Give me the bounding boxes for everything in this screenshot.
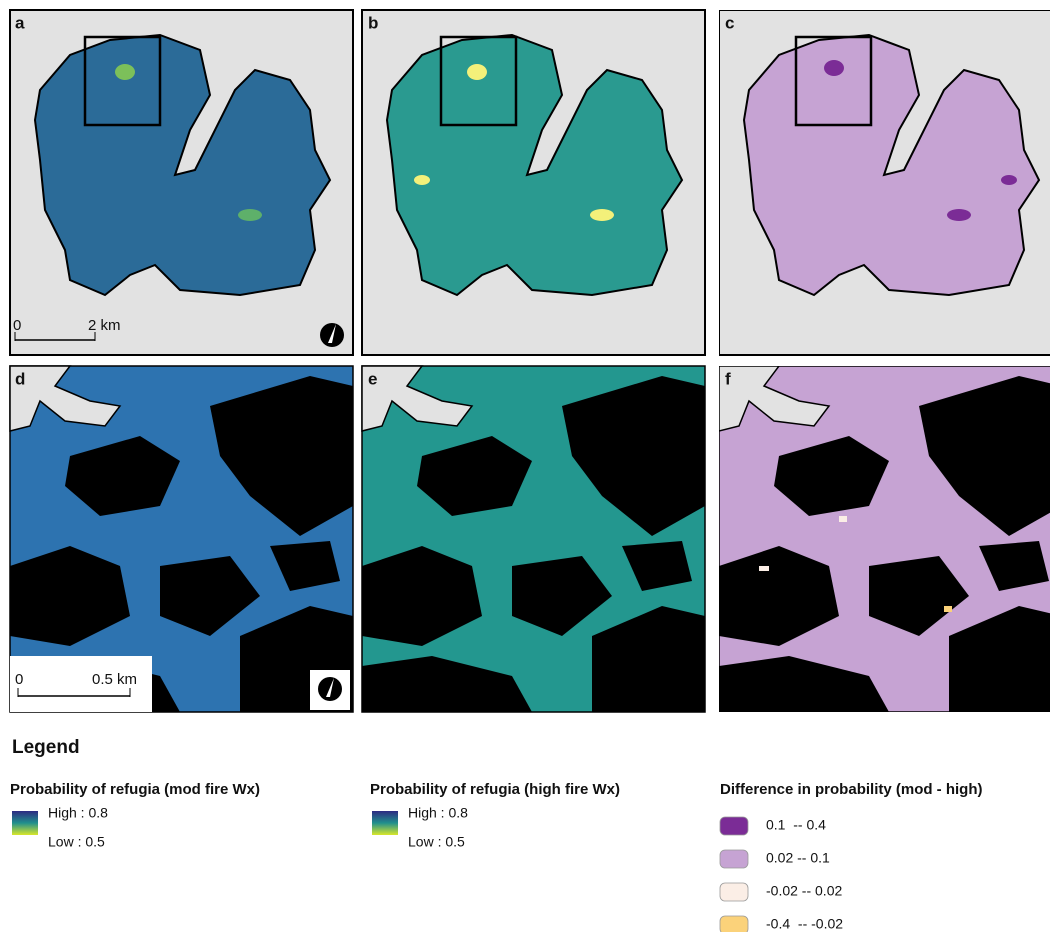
scale-label: 2 km (88, 317, 121, 334)
color-ramp (12, 811, 38, 835)
class-swatch (719, 915, 749, 935)
ramp-low: Low : 0.5 (408, 834, 465, 850)
class-swatch (719, 849, 749, 869)
legend: Probability of refugia (mod fire Wx) High… (10, 781, 983, 935)
ramp-high: High : 0.8 (408, 805, 468, 821)
panel-letter: b (368, 13, 378, 32)
color-ramp (372, 811, 398, 835)
panel-letter: d (15, 369, 25, 388)
ramp-low: Low : 0.5 (48, 834, 105, 850)
legend-heading: Probability of refugia (high fire Wx) (370, 781, 620, 798)
panel-e: e (361, 365, 706, 713)
scale-label: 0 (15, 671, 23, 688)
legend-heading: Difference in probability (mod - high) (720, 781, 983, 798)
panel-c: c (719, 10, 1050, 356)
class-swatch (719, 882, 749, 902)
class-label: 0.02 -- 0.1 (766, 850, 830, 866)
panel-letter: e (368, 369, 377, 388)
panel-a: a 0 2 km (9, 9, 354, 356)
class-label: -0.4 -- -0.02 (766, 916, 843, 932)
class-label: 0.1 -- 0.4 (766, 817, 826, 833)
legend-title: Legend (12, 737, 80, 758)
scale-label: 0.5 km (92, 671, 137, 688)
class-label: -0.02 -- 0.02 (766, 883, 842, 899)
panel-letter: a (15, 13, 25, 32)
panel-letter: f (725, 369, 731, 388)
panel-letter: c (725, 13, 734, 32)
legend-heading: Probability of refugia (mod fire Wx) (10, 781, 260, 798)
panel-d: d 0 0.5 km (9, 365, 354, 713)
panel-f: f (719, 366, 1050, 712)
panel-b: b (361, 9, 706, 356)
class-swatch (719, 816, 749, 836)
ramp-high: High : 0.8 (48, 805, 108, 821)
scale-label: 0 (13, 317, 21, 334)
